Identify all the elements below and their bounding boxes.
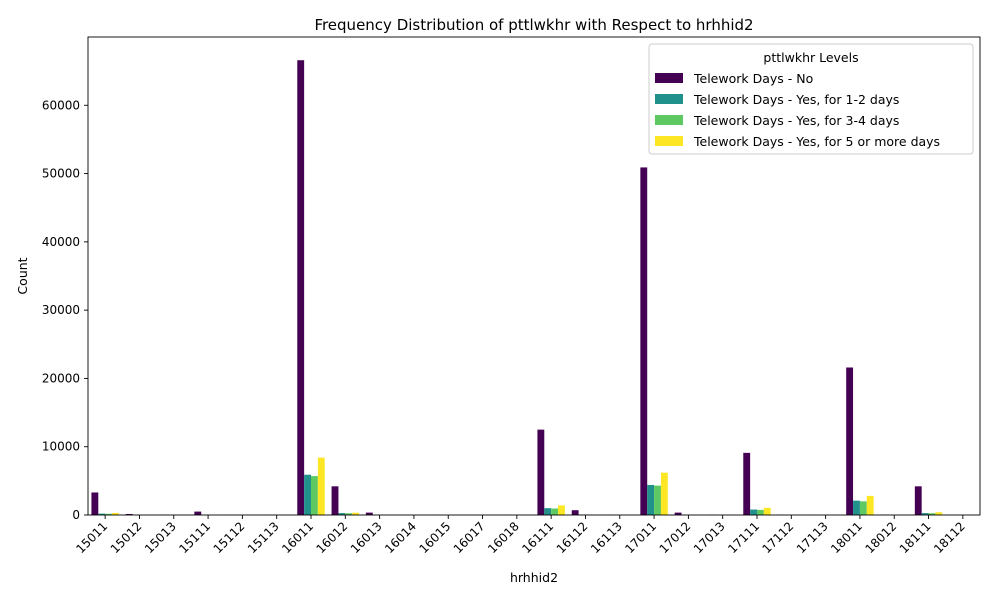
bar-15111-series-0	[194, 512, 201, 515]
x-tick-label: 17113	[794, 519, 831, 556]
x-tick-label: 17112	[760, 519, 797, 556]
bar-16111-series-3	[558, 505, 565, 515]
y-tick-label: 0	[72, 508, 80, 522]
bar-16111-series-2	[551, 509, 558, 515]
legend-entry-2: Telework Days - Yes, for 3-4 days	[693, 113, 899, 128]
bar-18011-series-3	[867, 496, 874, 515]
x-tick-label: 16014	[382, 519, 419, 556]
bar-18011-series-1	[853, 501, 860, 515]
legend-swatch-2	[655, 115, 683, 125]
x-tick-label: 18011	[828, 519, 865, 556]
legend-swatch-1	[655, 94, 683, 104]
x-tick-label: 17011	[622, 519, 659, 556]
x-axis-label: hrhhid2	[510, 570, 558, 585]
legend-entry-0: Telework Days - No	[693, 71, 813, 86]
bar-17111-series-3	[764, 508, 771, 515]
y-tick-label: 60000	[42, 98, 80, 112]
legend-swatch-3	[655, 136, 683, 146]
x-tick-label: 16011	[279, 519, 316, 556]
bar-17011-series-2	[654, 486, 661, 515]
x-tick-label: 15013	[142, 519, 179, 556]
bar-16112-series-0	[572, 510, 579, 515]
bar-15011-series-0	[91, 492, 98, 515]
x-tick-label: 15113	[245, 519, 282, 556]
x-tick-label: 15111	[176, 519, 213, 556]
y-tick-label: 40000	[42, 235, 80, 249]
bar-18011-series-0	[846, 368, 853, 516]
x-tick-label: 16013	[348, 519, 385, 556]
legend-entry-3: Telework Days - Yes, for 5 or more days	[693, 134, 940, 149]
x-tick-label: 15011	[73, 519, 110, 556]
bar-17111-series-1	[750, 510, 757, 515]
y-tick-label: 20000	[42, 371, 80, 385]
bar-17011-series-3	[661, 473, 668, 515]
y-tick-label: 50000	[42, 167, 80, 181]
x-tick-label: 16018	[485, 519, 522, 556]
chart-title: Frequency Distribution of pttlwkhr with …	[314, 16, 753, 34]
legend-swatch-0	[655, 73, 683, 83]
bar-17011-series-0	[640, 167, 647, 515]
bar-16011-series-1	[304, 475, 311, 515]
y-axis-label: Count	[15, 257, 30, 294]
legend-entry-1: Telework Days - Yes, for 1-2 days	[693, 92, 899, 107]
x-tick-label: 18012	[862, 519, 899, 556]
y-tick-label: 30000	[42, 303, 80, 317]
bar-18111-series-0	[915, 486, 922, 515]
x-tick-label: 16113	[588, 519, 625, 556]
x-tick-label: 16017	[451, 519, 488, 556]
x-tick-label: 16111	[519, 519, 556, 556]
x-tick-label: 16012	[314, 519, 351, 556]
bar-16111-series-0	[537, 430, 544, 515]
bar-16111-series-1	[544, 508, 551, 515]
x-tick-label: 15012	[108, 519, 145, 556]
x-tick-label: 18111	[897, 519, 934, 556]
bar-16012-series-0	[332, 486, 339, 515]
x-tick-label: 17111	[725, 519, 762, 556]
x-tick-label: 16015	[416, 519, 453, 556]
legend-title: pttlwkhr Levels	[763, 50, 858, 65]
x-tick-label: 18112	[931, 519, 968, 556]
bar-17111-series-2	[757, 510, 764, 515]
bar-18011-series-2	[860, 501, 867, 515]
bar-17111-series-0	[743, 453, 750, 515]
y-tick-label: 10000	[42, 440, 80, 454]
bar-16011-series-3	[318, 458, 325, 515]
x-tick-label: 17013	[691, 519, 728, 556]
x-tick-label: 15112	[211, 519, 248, 556]
bar-16011-series-2	[311, 476, 318, 515]
x-tick-label: 16112	[554, 519, 591, 556]
x-tick-label: 17012	[657, 519, 694, 556]
legend: pttlwkhr Levels Telework Days - No Telewor…	[649, 44, 973, 154]
bar-16011-series-0	[297, 60, 304, 515]
bar-17011-series-1	[647, 485, 654, 515]
